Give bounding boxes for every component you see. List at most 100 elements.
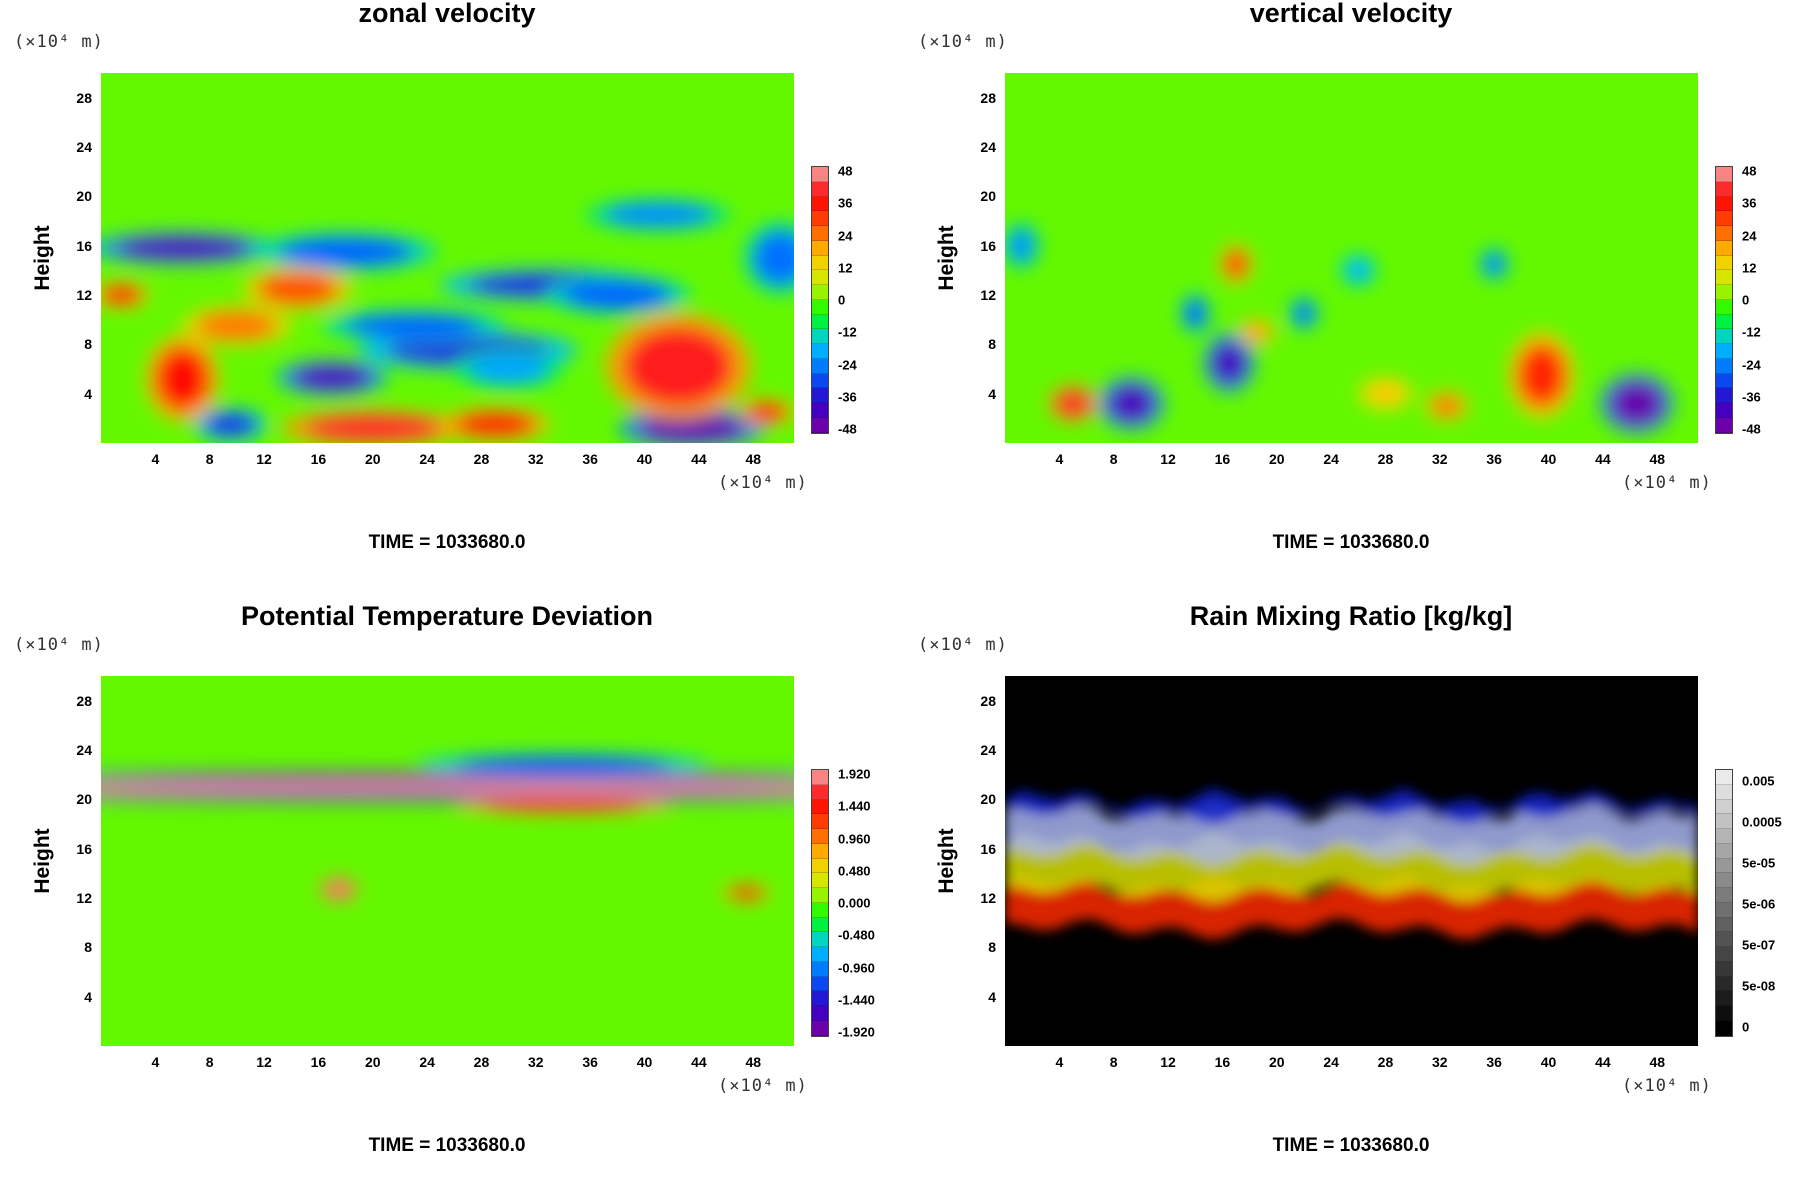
- colorbar-segment: [812, 947, 828, 962]
- colorbar-tick-label: -36: [838, 389, 857, 405]
- heatmap-background: [101, 676, 794, 1046]
- colorbar-segment: [812, 329, 828, 345]
- x-tick-label: 24: [1323, 451, 1339, 467]
- x-tick-label: 44: [1595, 451, 1611, 467]
- y-axis-label: Height: [935, 225, 958, 291]
- colorbar-tick-label: 0.480: [838, 863, 871, 879]
- heatmap-cell: [454, 756, 672, 774]
- heatmap-cell: [1365, 381, 1406, 406]
- x-tick-label: 24: [419, 1054, 435, 1070]
- colorbar-segment: [812, 873, 828, 889]
- colorbar-tick-label: -0.480: [838, 927, 875, 943]
- x-unit-label: (×10⁴ m): [718, 1076, 808, 1096]
- heatmap-cell: [101, 285, 142, 305]
- x-tick-label: 32: [1432, 451, 1448, 467]
- y-tick-label: 24: [980, 139, 996, 155]
- x-tick-label: 44: [691, 1054, 707, 1070]
- colorbar-tick-label: -12: [838, 324, 857, 340]
- x-unit-label: (×10⁴ m): [1622, 473, 1712, 493]
- heatmap-cell: [1007, 228, 1035, 263]
- y-tick-label: 16: [980, 840, 996, 857]
- colorbar-segment: [812, 932, 828, 948]
- chart-panel-zonal-velocity: zonal velocity (×10⁴ m) Height 4 8 12 16 20 2…: [0, 0, 900, 600]
- x-tick-label: 4: [151, 451, 160, 467]
- colorbar-segment: [812, 784, 828, 800]
- colorbar-segment: [1716, 299, 1732, 315]
- colorbar-tick-label: 0.000: [838, 895, 871, 911]
- heatmap-cell: [101, 772, 794, 782]
- y-tick-label: 12: [980, 890, 996, 906]
- y-tick-label: 8: [84, 336, 92, 353]
- heatmap-cell: [277, 237, 414, 267]
- heatmap-cell: [155, 346, 210, 411]
- x-tick-label: 36: [1486, 1054, 1502, 1070]
- x-tick-label: 4: [1055, 451, 1064, 467]
- heatmap-cell: [1293, 301, 1315, 326]
- heatmap-cell: [454, 412, 536, 437]
- colorbar-segment: [812, 181, 828, 197]
- time-label: TIME = 1033680.0: [1272, 532, 1430, 553]
- colorbar-segment: [812, 358, 828, 374]
- x-tick-label: 40: [636, 1054, 653, 1070]
- x-tick-label: 16: [310, 1054, 327, 1070]
- colorbar-tick-label: 5e-08: [1742, 978, 1776, 994]
- y-unit-label: (×10⁴ m): [14, 635, 104, 655]
- x-tick-label: 44: [1595, 1054, 1611, 1070]
- x-tick-label: 40: [636, 451, 653, 467]
- x-tick-label: 32: [1432, 1054, 1448, 1070]
- colorbar-segment: [812, 196, 828, 212]
- colorbar-segment: [812, 843, 828, 859]
- colorbar-tick-label: -1.920: [838, 1024, 875, 1040]
- x-tick-label: 40: [1540, 451, 1557, 467]
- heatmap-cell: [728, 886, 765, 900]
- x-tick-label: 36: [582, 451, 598, 467]
- colorbar-tick-label: 12: [838, 260, 853, 276]
- y-tick-label: 16: [76, 840, 92, 857]
- heatmap-cell: [202, 412, 258, 437]
- colorbar: [1715, 769, 1733, 1037]
- heatmap-svg: [101, 676, 794, 1046]
- heatmap-cell: [1242, 322, 1270, 342]
- y-tick-label: 8: [988, 336, 996, 353]
- colorbar-segment: [1716, 991, 1732, 1007]
- colorbar-tick-label: 5e-05: [1742, 855, 1776, 871]
- x-tick-label: 28: [1377, 1054, 1394, 1070]
- colorbar-segment: [1716, 226, 1732, 241]
- colorbar-segment: [812, 799, 828, 815]
- y-tick-label: 20: [76, 188, 92, 205]
- heatmap-cell: [196, 311, 278, 341]
- time-label: TIME = 1033680.0: [368, 532, 526, 553]
- heatmap-cell: [1344, 258, 1372, 283]
- colorbar-segment: [812, 418, 828, 433]
- x-tick-label: 36: [582, 1054, 598, 1070]
- colorbar-tick-label: 12: [1742, 260, 1757, 276]
- colorbar-segment: [1716, 167, 1732, 182]
- chart-title: Potential Temperature Deviation: [240, 601, 654, 631]
- x-tick-label: 12: [1160, 1054, 1176, 1070]
- x-tick-label: 44: [691, 451, 707, 467]
- plot-area: [1005, 676, 1698, 1046]
- colorbar-segment: [1716, 814, 1732, 830]
- x-tick-label: 8: [205, 1054, 214, 1070]
- heatmap-cell: [257, 272, 339, 305]
- y-tick-label: 20: [980, 188, 996, 205]
- heatmap-cell: [1184, 298, 1207, 329]
- colorbar-segment: [1716, 961, 1732, 977]
- colorbar-segment: [1716, 403, 1732, 419]
- heatmap-cell: [345, 313, 482, 339]
- x-tick-label: 12: [256, 1054, 272, 1070]
- colorbar-tick-label: -24: [838, 357, 857, 372]
- colorbar-segment: [812, 344, 828, 359]
- colorbar-tick-label: -48: [1742, 421, 1761, 437]
- colorbar-segment: [812, 1021, 828, 1036]
- colorbar-segment: [812, 403, 828, 419]
- x-tick-label: 48: [1649, 1054, 1666, 1070]
- colorbar-segment: [812, 373, 828, 389]
- colorbar-segment: [812, 255, 828, 271]
- y-tick-label: 8: [84, 939, 92, 956]
- y-axis-label: Height: [31, 225, 54, 291]
- colorbar-segment: [1716, 976, 1732, 992]
- colorbar-segment: [1716, 373, 1732, 389]
- x-tick-label: 28: [1377, 451, 1394, 467]
- heatmap-cell: [325, 880, 353, 898]
